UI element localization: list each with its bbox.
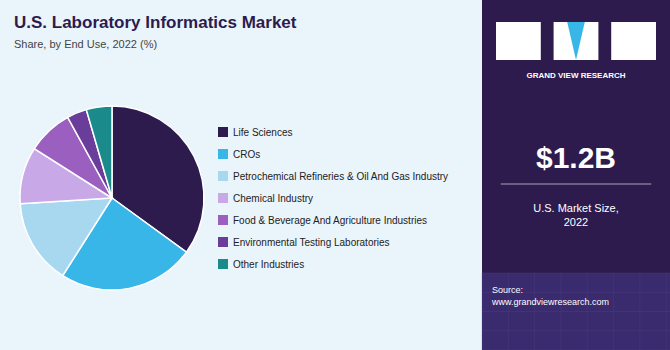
legend: Life Sciences CROs Petrochemical Refinerie… <box>218 127 448 270</box>
pie-slice <box>20 198 112 276</box>
right-panel: GRAND VIEW RESEARCH $1.2B U.S. Market Size… <box>482 0 670 350</box>
legend-swatch <box>218 215 228 225</box>
legend-label: CROs <box>233 149 260 160</box>
legend-item: Chemical Industry <box>218 193 313 204</box>
source-background <box>482 273 670 350</box>
source-text: Source:www.grandviewresearch.com <box>491 285 609 307</box>
background <box>0 0 670 350</box>
legend-swatch <box>218 259 228 269</box>
divider <box>501 184 651 185</box>
legend-label: Other Industries <box>233 259 304 270</box>
legend-label: Environmental Testing Laboratories <box>233 237 390 248</box>
logo-text: GRAND VIEW RESEARCH <box>526 71 625 80</box>
panel-background <box>482 0 670 350</box>
source-grid <box>482 330 670 331</box>
subtitle: Share, by End Use, 2022 (%) <box>14 38 157 50</box>
legend-item: Petrochemical Refineries & Oil And Gas I… <box>218 171 448 182</box>
legend-item: CROs <box>218 149 260 160</box>
source-box: Source:www.grandviewresearch.com <box>482 273 670 350</box>
market-size-caption: U.S. Market Size,2022 <box>533 202 619 228</box>
legend-swatch <box>218 237 228 247</box>
legend-item: Environmental Testing Laboratories <box>218 237 390 248</box>
legend-label: Chemical Industry <box>233 193 313 204</box>
pie-slice <box>86 106 112 198</box>
logo <box>496 22 656 60</box>
legend-swatch <box>218 171 228 181</box>
logo-block <box>611 22 656 60</box>
logo-block <box>496 22 541 60</box>
logo-triangle <box>567 22 585 60</box>
source-grid <box>482 273 670 274</box>
pie <box>20 106 204 290</box>
legend-swatch <box>218 149 228 159</box>
legend-label: Petrochemical Refineries & Oil And Gas I… <box>233 171 448 182</box>
legend-label: Life Sciences <box>233 127 292 138</box>
legend-item: Food & Beverage And Agriculture Industri… <box>218 215 427 226</box>
market-size: $1.2B <box>536 141 616 174</box>
source-grid <box>482 311 670 312</box>
chart: U.S. Laboratory Informatics Market Share,… <box>0 0 670 350</box>
legend-swatch <box>218 193 228 203</box>
legend-swatch <box>218 127 228 137</box>
title: U.S. Laboratory Informatics Market <box>14 13 297 32</box>
logo-block <box>554 22 599 60</box>
legend-item: Other Industries <box>218 259 304 270</box>
legend-item: Life Sciences <box>218 127 292 138</box>
legend-label: Food & Beverage And Agriculture Industri… <box>233 215 427 226</box>
